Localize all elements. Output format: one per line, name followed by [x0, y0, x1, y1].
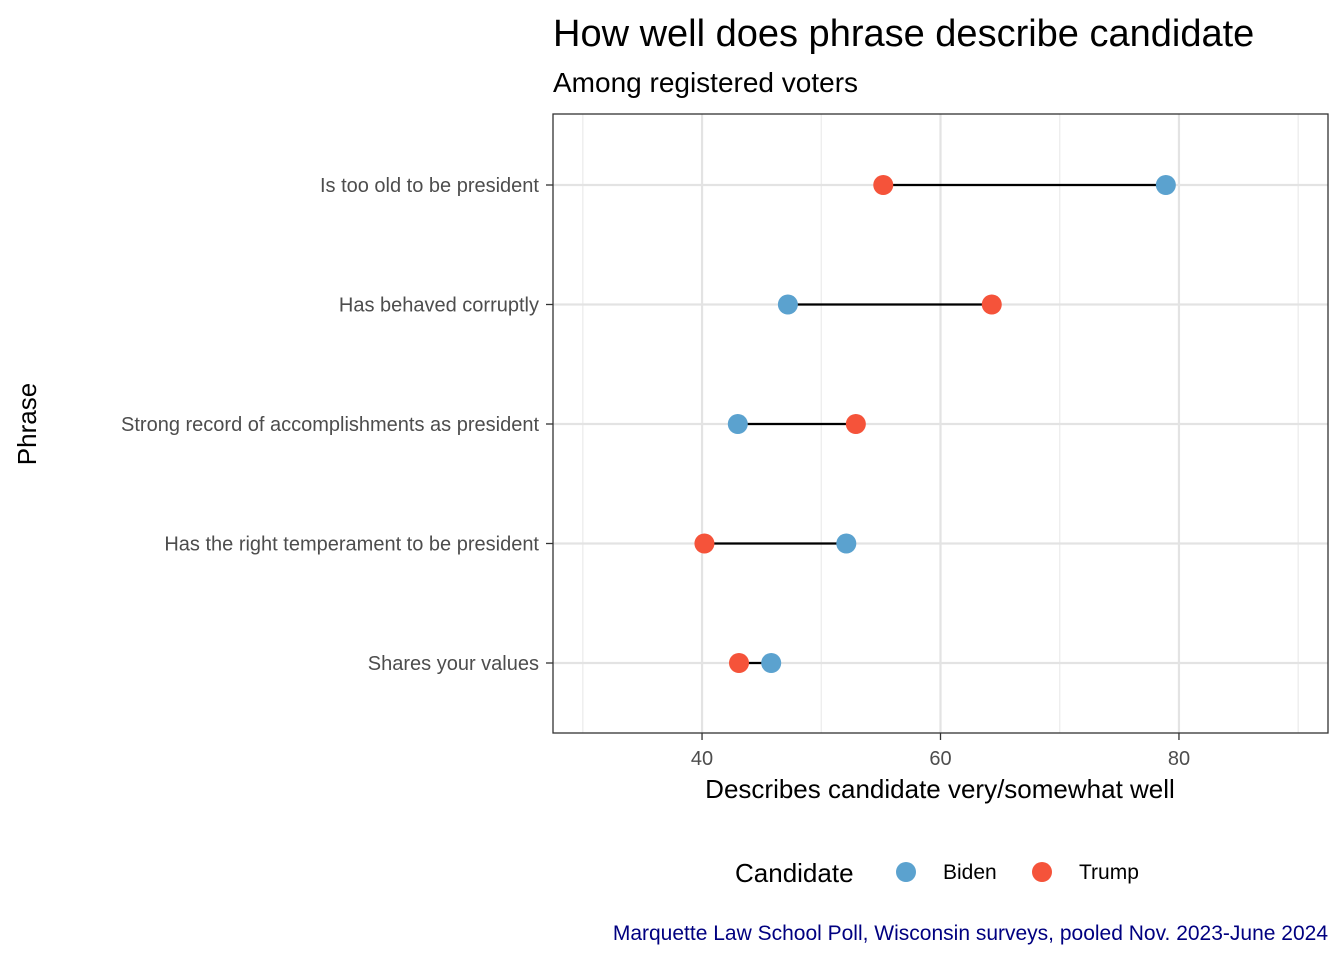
- chart-title: How well does phrase describe candidate: [553, 13, 1254, 55]
- legend-label-trump: Trump: [1079, 861, 1139, 884]
- point-trump: [845, 414, 866, 434]
- legend-label-biden: Biden: [943, 861, 997, 884]
- point-trump: [981, 294, 1002, 315]
- point-trump: [729, 653, 749, 673]
- point-trump: [873, 175, 894, 195]
- point-biden: [836, 533, 857, 554]
- y-tick-label: Strong record of accomplishments as pres…: [121, 414, 539, 436]
- x-tick-label: 80: [1168, 748, 1190, 770]
- y-tick-label: Shares your values: [368, 653, 539, 675]
- point-biden: [1155, 175, 1176, 195]
- x-axis-label: Describes candidate very/somewhat well: [705, 774, 1175, 804]
- point-biden: [761, 653, 782, 673]
- legend-key-trump: [1032, 862, 1052, 882]
- chart-marks: [694, 175, 1176, 673]
- y-tick-label: Has the right temperament to be presiden…: [164, 534, 539, 556]
- point-biden: [777, 294, 798, 315]
- point-biden: [727, 414, 748, 434]
- point-trump: [694, 533, 715, 554]
- chart-caption: Marquette Law School Poll, Wisconsin sur…: [613, 922, 1328, 945]
- y-axis-label: Phrase: [12, 383, 42, 465]
- legend: Candidate Biden Trump: [735, 858, 1139, 888]
- plot-panel: 40 60 80 Is too old to be president Has beha…: [121, 113, 1329, 770]
- y-tick-label: Has behaved corruptly: [339, 295, 539, 317]
- chart-subtitle: Among registered voters: [553, 67, 858, 98]
- x-tick-label: 60: [929, 748, 951, 770]
- legend-title: Candidate: [735, 858, 854, 888]
- y-tick-label: Is too old to be president: [320, 175, 539, 197]
- legend-key-biden: [896, 862, 916, 882]
- x-tick-label: 40: [691, 748, 713, 770]
